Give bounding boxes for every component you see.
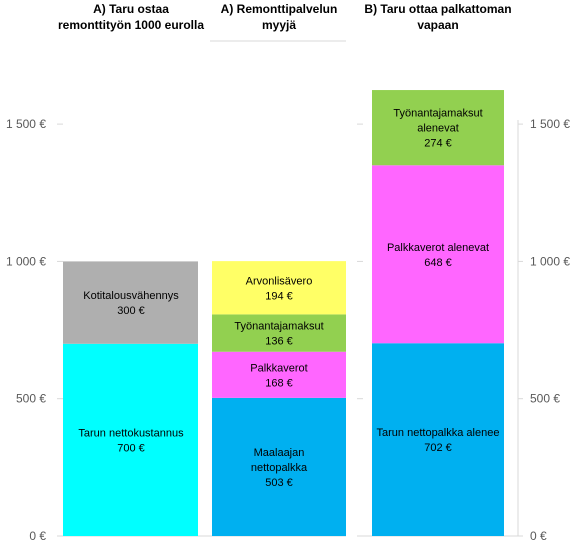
stacked-bars <box>63 90 504 536</box>
bar-segment-p3-s1 <box>372 343 504 536</box>
y-tick-left-label: 500 € <box>16 392 46 406</box>
segment-name-label: Maalaajan <box>254 447 305 459</box>
segment-name-label: Työnantajamaksut <box>393 108 482 120</box>
bar-segment-p2-s2 <box>212 351 346 398</box>
bar-segment-p3-s2 <box>372 165 504 344</box>
panel-title-2-line-2: myyjä <box>262 18 296 32</box>
segment-value-label: 702 € <box>424 442 452 454</box>
segment-labels: Tarun nettokustannus 700 € Kotitalousvähen… <box>78 108 499 489</box>
segment-name-label: alenevat <box>417 123 459 135</box>
segment-value-label: 300 € <box>117 305 145 317</box>
bar-segment-p2-s1 <box>212 397 346 536</box>
segment-value-label: 168 € <box>265 377 293 389</box>
segment-value-label: 503 € <box>265 477 293 489</box>
y-tick-left-label: 1 500 € <box>6 117 46 131</box>
segment-name-label: Arvonlisävero <box>246 275 313 287</box>
segment-name-label: Tarun nettokustannus <box>78 427 184 439</box>
segment-name-label: Tarun nettopalkka alenee <box>377 427 500 439</box>
segment-value-label: 136 € <box>265 336 293 348</box>
bar-segment-p2-s4 <box>212 261 346 315</box>
y-tick-left-label: 1 000 € <box>6 254 46 268</box>
bar-segment-p3-s3 <box>372 90 504 166</box>
y-tick-right-label: 1 500 € <box>530 117 570 131</box>
y-tick-right-label: 0 € <box>530 529 547 543</box>
bar-segment-p1-s1 <box>63 343 198 536</box>
segment-name-label: Kotitalousvähennys <box>83 290 179 302</box>
segment-name-label: nettopalkka <box>251 462 308 474</box>
panel-title-2-line-1: A) Remonttipalvelun <box>221 2 338 16</box>
segment-value-label: 194 € <box>265 290 293 302</box>
y-tick-left-label: 0 € <box>29 529 46 543</box>
segment-value-label: 274 € <box>424 138 452 150</box>
segment-value-label: 648 € <box>424 257 452 269</box>
segment-name-label: Palkkaverot alenevat <box>387 242 489 254</box>
panel-title-1-line-2: remonttityön 1000 eurolla <box>58 18 204 32</box>
segment-value-label: 700 € <box>117 442 145 454</box>
y-tick-right-label: 1 000 € <box>530 254 570 268</box>
segment-name-label: Palkkaverot <box>250 362 307 374</box>
segment-name-label: Työnantajamaksut <box>234 321 323 333</box>
panel-titles: A) Taru ostaa remonttityön 1000 eurolla A)… <box>58 2 512 42</box>
panel-title-3-line-2: vapaan <box>417 18 458 32</box>
bar-segment-p1-s2 <box>63 261 198 344</box>
y-tick-right-label: 500 € <box>530 392 560 406</box>
panel-title-1-line-1: A) Taru ostaa <box>93 2 169 16</box>
panel-title-3-line-1: B) Taru ottaa palkattoman <box>364 2 511 16</box>
bar-segment-p2-s3 <box>212 314 346 352</box>
